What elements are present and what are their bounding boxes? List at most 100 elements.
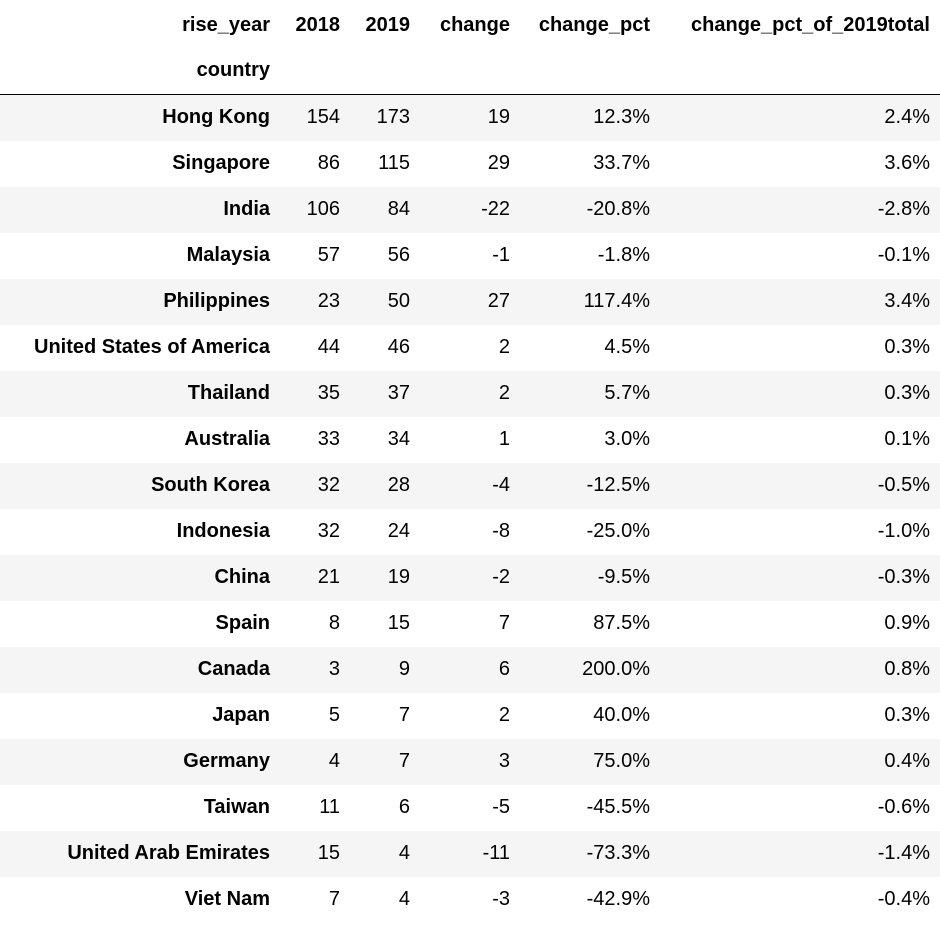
row-index-country: Malaysia — [186, 244, 270, 266]
table-body: Hong Kong 154 173 19 12.3% 2.4% Singapore 86 115… — [0, 94, 940, 923]
table-row: United Arab Emirates 15 4 -11 -73.3% -1.4% — [0, 830, 940, 877]
column-header-change-pct-of-2019total: change_pct_of_2019total — [691, 13, 930, 36]
cell-2018: 23 — [317, 290, 340, 312]
cell-change: 27 — [487, 290, 510, 312]
column-header-row: rise_year 2018 2019 change change_pct ch… — [0, 0, 940, 48]
cell-2019: 37 — [387, 382, 410, 404]
cell-2019: 4 — [398, 842, 410, 864]
table-row: Japan 5 7 2 40.0% 0.3% — [0, 692, 940, 739]
cell-change-pct: 12.3% — [593, 106, 650, 129]
cell-change-pct-of-2019total: 0.3% — [884, 336, 930, 358]
cell-2018: 44 — [317, 336, 340, 358]
cell-change-pct: 40.0% — [593, 704, 650, 726]
cell-2019: 7 — [398, 750, 410, 772]
table-row: Thailand 35 37 2 5.7% 0.3% — [0, 370, 940, 417]
cell-2019: 28 — [387, 474, 410, 496]
cell-change: 2 — [498, 382, 510, 404]
cell-change-pct-of-2019total: 0.8% — [884, 658, 930, 680]
cell-2018: 154 — [306, 106, 340, 129]
cell-2018: 15 — [317, 842, 340, 864]
cell-change-pct-of-2019total: 2.4% — [884, 106, 930, 129]
row-index-country: Singapore — [172, 152, 270, 174]
table-header: rise_year 2018 2019 change change_pct ch… — [0, 0, 940, 95]
table-row: Malaysia 57 56 -1 -1.8% -0.1% — [0, 232, 940, 279]
row-index-country: United States of America — [34, 336, 270, 358]
cell-change: 29 — [487, 152, 510, 174]
row-index-country: Australia — [184, 428, 270, 450]
cell-2019: 56 — [387, 244, 410, 266]
cell-change-pct: -42.9% — [586, 888, 650, 910]
cell-2019: 46 — [387, 336, 410, 358]
index-header-spacer — [420, 48, 520, 95]
row-index-country: India — [223, 198, 270, 220]
index-header-spacer — [520, 48, 660, 95]
index-name-label: country — [0, 48, 280, 95]
cell-change: -4 — [492, 474, 510, 496]
cell-2019: 4 — [398, 888, 410, 910]
columns-name-label: rise_year — [182, 13, 270, 36]
table-row: Indonesia 32 24 -8 -25.0% -1.0% — [0, 508, 940, 555]
cell-change: -22 — [481, 198, 510, 220]
row-index-country: Japan — [212, 704, 270, 726]
cell-change-pct-of-2019total: -1.0% — [877, 520, 930, 542]
cell-2018: 86 — [317, 152, 340, 174]
row-index-country: China — [214, 566, 270, 588]
cell-change-pct: 200.0% — [582, 658, 650, 680]
cell-change: -11 — [482, 842, 510, 864]
cell-2018: 32 — [317, 474, 340, 496]
table-row: Philippines 23 50 27 117.4% 3.4% — [0, 278, 940, 325]
cell-change-pct-of-2019total: 3.6% — [884, 152, 930, 174]
cell-change-pct-of-2019total: 0.3% — [884, 704, 930, 726]
cell-change-pct: -12.5% — [586, 474, 650, 496]
table-row: Hong Kong 154 173 19 12.3% 2.4% — [0, 94, 940, 141]
cell-2018: 4 — [328, 750, 340, 772]
cell-change: 3 — [498, 750, 510, 772]
cell-change-pct: 87.5% — [593, 612, 650, 634]
row-index-country: Hong Kong — [162, 106, 270, 129]
row-index-country: Viet Nam — [184, 888, 270, 910]
cell-change-pct: 3.0% — [604, 428, 650, 450]
column-header-2018: 2018 — [295, 13, 341, 36]
cell-2019: 7 — [398, 704, 410, 726]
cell-2018: 3 — [328, 658, 340, 680]
cell-2018: 57 — [317, 244, 340, 266]
cell-2018: 8 — [328, 612, 340, 634]
cell-2019: 6 — [398, 796, 410, 818]
cell-change-pct: -20.8% — [586, 198, 650, 220]
cell-change: 7 — [498, 612, 510, 634]
cell-change: -8 — [492, 520, 510, 542]
cell-2018: 11 — [319, 796, 340, 818]
column-header-change-pct: change_pct — [538, 13, 650, 36]
cell-2018: 5 — [328, 704, 340, 726]
cell-2019: 24 — [387, 520, 410, 542]
cell-2019: 9 — [398, 658, 410, 680]
row-index-country: Taiwan — [203, 796, 270, 818]
table-row: Canada 3 9 6 200.0% 0.8% — [0, 646, 940, 693]
table-row: Spain 8 15 7 87.5% 0.9% — [0, 600, 940, 647]
table-row: Australia 33 34 1 3.0% 0.1% — [0, 416, 940, 463]
cell-change-pct: 4.5% — [604, 336, 650, 358]
table-row: Singapore 86 115 29 33.7% 3.6% — [0, 140, 940, 187]
cell-2019: 84 — [387, 198, 410, 220]
column-header-2019: 2019 — [365, 13, 411, 36]
cell-2018: 33 — [317, 428, 340, 450]
index-header-spacer — [350, 48, 420, 95]
row-index-country: South Korea — [151, 474, 270, 496]
cell-change: -3 — [492, 888, 510, 910]
cell-change-pct: -1.8% — [597, 244, 650, 266]
cell-change-pct: 5.7% — [604, 382, 650, 404]
table-row: South Korea 32 28 -4 -12.5% -0.5% — [0, 462, 940, 509]
row-index-country: Philippines — [163, 290, 270, 312]
cell-change-pct: -25.0% — [586, 520, 650, 542]
row-index-country: United Arab Emirates — [67, 842, 270, 864]
row-index-country: Thailand — [187, 382, 270, 404]
cell-2018: 7 — [328, 888, 340, 910]
row-index-country: Indonesia — [176, 520, 270, 542]
cell-change: -1 — [492, 244, 510, 266]
cell-change-pct: 33.7% — [593, 152, 650, 174]
cell-change: -5 — [492, 796, 510, 818]
cell-2019: 115 — [378, 152, 410, 174]
table-row: China 21 19 -2 -9.5% -0.3% — [0, 554, 940, 601]
cell-change-pct-of-2019total: -2.8% — [877, 198, 930, 220]
